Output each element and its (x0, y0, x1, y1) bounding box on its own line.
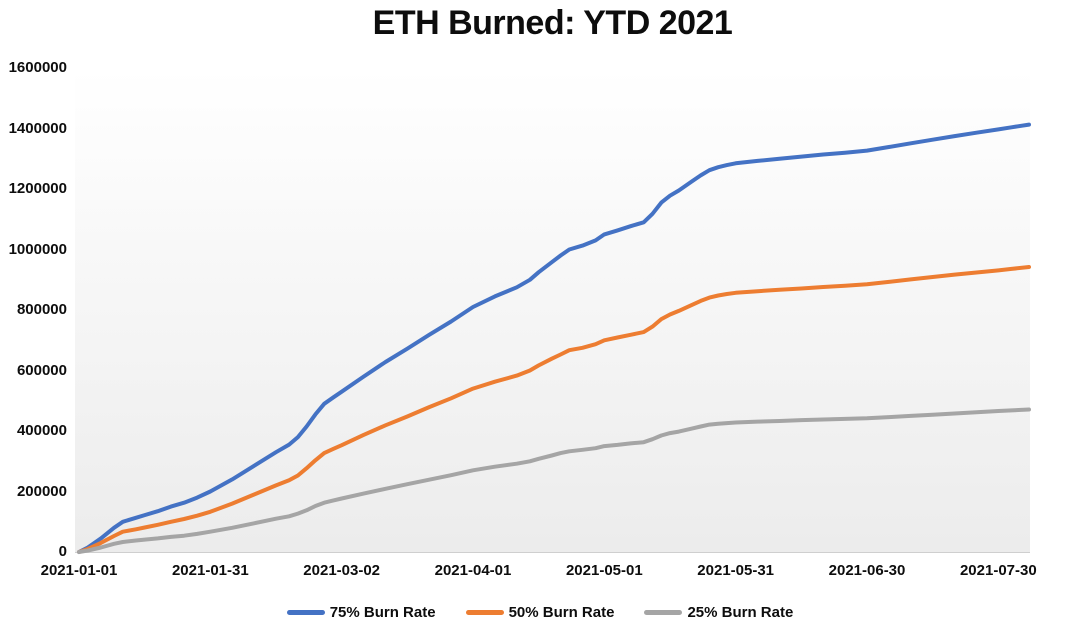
y-tick-label: 400000 (16, 422, 67, 439)
legend: 75% Burn Rate 50% Burn Rate 25% Burn Rate (0, 599, 1080, 625)
legend-item: 25% Burn Rate (644, 604, 793, 621)
x-tick-label: 2021-07-30 (959, 562, 1037, 579)
y-tick-label: 1400000 (8, 119, 67, 137)
x-tick-label: 2021-05-31 (697, 562, 775, 579)
series-line-75-burn-rate (77, 122, 1031, 554)
x-tick-label: 2021-03-02 (303, 562, 381, 579)
legend-line-marker-icon (465, 609, 504, 615)
y-tick-label: 0 (58, 543, 67, 560)
y-tick-label: 200000 (16, 482, 67, 500)
plot-area (75, 68, 1031, 554)
x-tick-label: 2021-04-01 (434, 562, 512, 579)
legend-line-marker-icon (644, 609, 683, 615)
y-tick-label: 1000000 (8, 240, 67, 258)
legend-line-marker-icon (286, 609, 325, 615)
y-tick-label: 1600000 (8, 59, 67, 76)
legend-label: 75% Burn Rate (329, 603, 436, 621)
x-tick-label: 2021-05-01 (565, 562, 643, 579)
legend-label: 25% Burn Rate (687, 603, 794, 621)
x-tick-label: 2021-01-01 (40, 562, 118, 579)
x-tick-label: 2021-01-31 (171, 562, 249, 579)
x-tick-label: 2021-06-30 (828, 562, 906, 579)
legend-label: 50% Burn Rate (508, 603, 615, 621)
y-tick-label: 600000 (16, 361, 67, 379)
y-tick-label: 1200000 (8, 180, 67, 197)
y-tick-label: 800000 (16, 301, 67, 318)
legend-item: 75% Burn Rate (286, 603, 436, 621)
legend-item: 50% Burn Rate (465, 603, 615, 621)
series-line-50-burn-rate (77, 265, 1031, 554)
series-line-25-burn-rate (77, 407, 1031, 554)
series-lines (77, 122, 1031, 554)
chart-title: ETH Burned: YTD 2021 (372, 4, 733, 42)
